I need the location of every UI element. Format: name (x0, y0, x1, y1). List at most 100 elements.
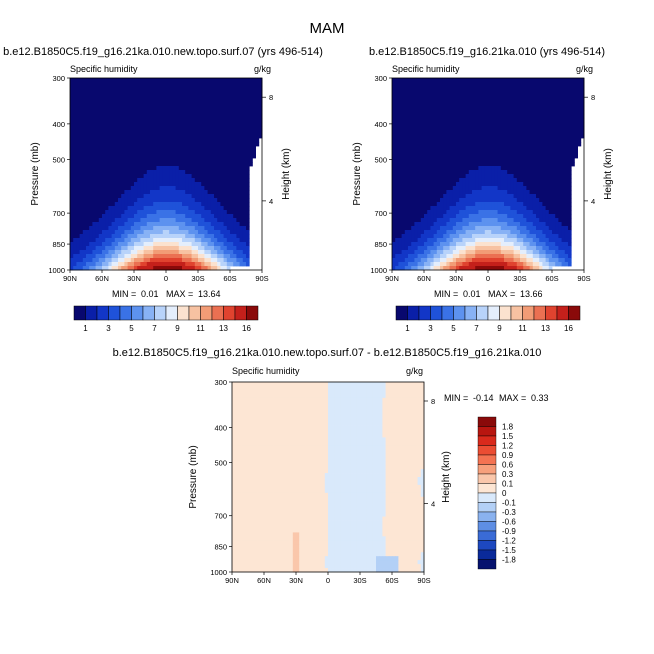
field-cell (191, 162, 196, 167)
field-cell (462, 194, 466, 199)
field-cell (252, 142, 256, 147)
field-cell (86, 166, 90, 171)
field-cell (198, 226, 202, 231)
field-cell (462, 138, 466, 143)
field-cell (223, 78, 228, 83)
field-cell (571, 138, 575, 143)
field-cell (488, 150, 492, 155)
field-cell (76, 154, 80, 159)
field-cell (536, 122, 540, 127)
field-cell (102, 102, 106, 107)
field-cell (239, 222, 244, 227)
field-cell (92, 90, 96, 95)
field-cell (446, 138, 450, 143)
field-cell (191, 86, 196, 91)
field-cell (398, 186, 402, 191)
field-cell (70, 154, 74, 159)
field-cell (108, 154, 112, 159)
field-cell (417, 154, 422, 159)
field-cell (178, 242, 183, 247)
field-cell (102, 94, 106, 99)
field-cell (552, 182, 556, 187)
field-cell (143, 134, 148, 139)
field-cell (462, 174, 466, 179)
field-cell (220, 254, 224, 259)
field-cell (102, 230, 106, 235)
field-cell (242, 126, 247, 131)
field-cell (424, 174, 428, 179)
field-cell (166, 146, 170, 151)
field-cell (214, 198, 218, 203)
field-cell (392, 226, 396, 231)
field-cell (230, 114, 234, 119)
field-cell (73, 262, 77, 267)
field-cell (456, 114, 460, 119)
field-cell (159, 142, 164, 147)
field-cell (443, 90, 447, 95)
field-cell (130, 186, 135, 191)
field-cell (529, 106, 534, 111)
field-cell (408, 166, 412, 171)
field-cell (214, 122, 218, 127)
field-cell (420, 202, 425, 207)
field-cell (73, 114, 77, 119)
field-cell (121, 186, 125, 191)
field-cell (236, 254, 240, 259)
field-cell (401, 130, 406, 135)
field-cell (210, 126, 215, 131)
field-cell (188, 178, 192, 183)
field-cell (194, 130, 199, 135)
field-cell (134, 90, 138, 95)
field-cell (242, 242, 247, 247)
field-cell (150, 194, 154, 199)
field-cell (401, 178, 406, 183)
field-cell (440, 206, 444, 211)
field-cell (73, 90, 77, 95)
field-cell (536, 214, 540, 219)
field-cell (478, 218, 482, 223)
field-cell (513, 130, 518, 135)
field-cell (108, 262, 112, 267)
field-cell (153, 118, 157, 123)
field-cell (159, 106, 164, 111)
field-cell (182, 250, 186, 255)
field-cell (118, 126, 122, 131)
field-cell (526, 154, 530, 159)
field-cell (92, 262, 96, 267)
field-cell (401, 194, 406, 199)
field-cell (169, 222, 173, 227)
field-cell (105, 114, 109, 119)
field-cell (111, 198, 116, 203)
field-cell (427, 150, 431, 155)
field-cell (220, 130, 224, 135)
field-cell (401, 82, 406, 87)
field-cell (159, 162, 164, 167)
field-cell (484, 106, 489, 111)
field-cell (242, 254, 247, 259)
field-cell (70, 242, 74, 247)
field-cell (555, 170, 559, 175)
field-cell (76, 242, 80, 247)
field-cell (398, 114, 402, 119)
field-cell (73, 86, 77, 91)
field-cell (134, 218, 138, 223)
field-cell (118, 82, 122, 87)
field-cell (201, 90, 205, 95)
field-cell (481, 194, 486, 199)
field-cell (242, 170, 247, 175)
field-cell (468, 170, 473, 175)
field-cell (210, 142, 215, 147)
field-cell (472, 150, 476, 155)
field-cell (162, 106, 167, 111)
field-cell (462, 150, 466, 155)
field-cell (433, 110, 438, 115)
field-cell (185, 174, 189, 179)
field-cell (79, 230, 84, 235)
field-cell (542, 198, 546, 203)
field-cell (252, 110, 256, 115)
field-cell (194, 190, 199, 195)
field-cell (408, 154, 412, 159)
field-cell (121, 110, 125, 115)
field-cell (214, 94, 218, 99)
field-cell (246, 242, 250, 247)
